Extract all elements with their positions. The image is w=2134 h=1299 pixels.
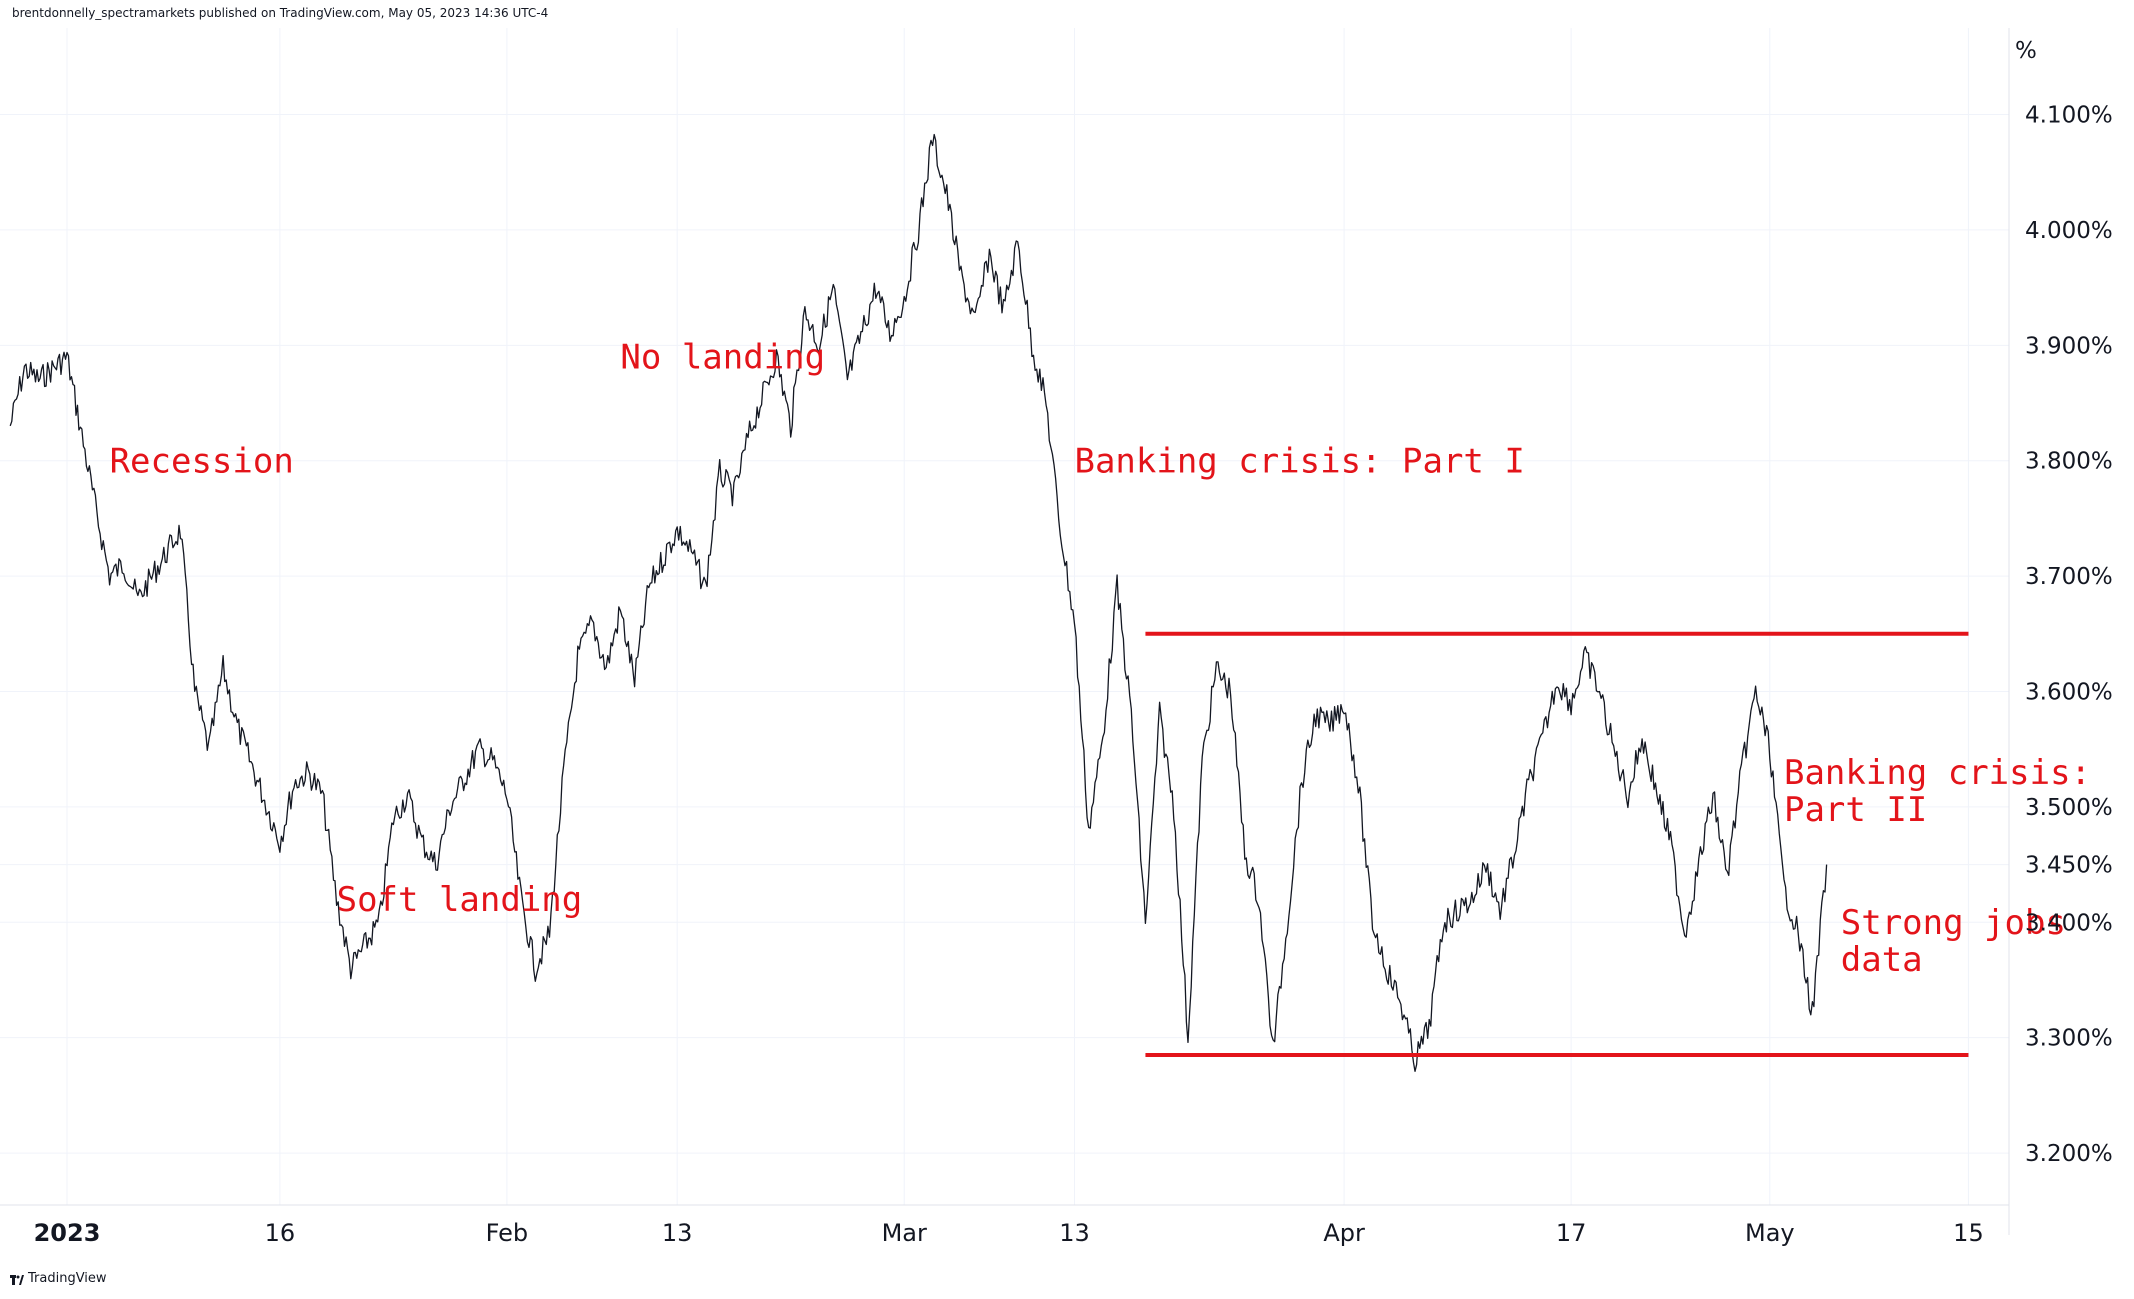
footer-brand[interactable]: TradingView bbox=[10, 1271, 107, 1286]
y-tick-label: 3.600% bbox=[2025, 680, 2113, 706]
x-axis[interactable]: 2023 16 Feb 13 Mar 13 Apr 17 May 15 bbox=[34, 1219, 1984, 1247]
x-tick-label: Mar bbox=[882, 1219, 927, 1247]
y-axis-unit-label: % bbox=[2015, 38, 2037, 64]
x-tick-label: May bbox=[1745, 1219, 1795, 1247]
y-tick-label: 3.800% bbox=[2025, 449, 2113, 475]
range-layer bbox=[1145, 631, 1969, 1057]
x-tick-label: Apr bbox=[1323, 1219, 1365, 1247]
grid bbox=[0, 28, 2009, 1205]
x-tick-label: 2023 bbox=[34, 1219, 101, 1247]
annotation-label: Soft landing bbox=[337, 880, 583, 920]
y-tick-label: 4.000% bbox=[2025, 218, 2113, 244]
footer-brand-text: TradingView bbox=[28, 1271, 107, 1286]
series-layer bbox=[9, 133, 1828, 1072]
y-tick-label: 3.500% bbox=[2025, 795, 2113, 821]
publisher-line: brentdonnelly_spectramarkets published o… bbox=[12, 6, 549, 20]
x-tick-label: 13 bbox=[662, 1219, 693, 1247]
y-tick-label: 3.900% bbox=[2025, 333, 2113, 359]
annotation-label: Strong jobs data bbox=[1841, 903, 2066, 980]
y-tick-label: 3.450% bbox=[2025, 853, 2113, 879]
x-tick-label: 16 bbox=[265, 1219, 296, 1247]
x-tick-label: 15 bbox=[1953, 1219, 1984, 1247]
x-tick-label: Feb bbox=[486, 1219, 529, 1247]
y-tick-label: 4.100% bbox=[2025, 103, 2113, 129]
price-series-line bbox=[9, 133, 1828, 1072]
y-tick-label: 3.400% bbox=[2025, 910, 2113, 936]
annotation-label: Recession bbox=[110, 441, 294, 481]
x-tick-label: 17 bbox=[1556, 1219, 1587, 1247]
x-tick-label: 13 bbox=[1059, 1219, 1090, 1247]
annotation-label: Banking crisis: Part I bbox=[1074, 441, 1524, 481]
tradingview-logo-icon bbox=[10, 1274, 24, 1285]
annotation-label: Banking crisis: Part II bbox=[1784, 753, 2091, 830]
annotation-layer: Recession No landing Soft landing Banking c… bbox=[110, 337, 2091, 979]
y-tick-label: 3.300% bbox=[2025, 1026, 2113, 1052]
y-axis[interactable]: 4.100% 4.000% 3.900% 3.800% 3.700% 3.600% 3.50… bbox=[2025, 103, 2113, 1168]
y-tick-label: 3.700% bbox=[2025, 564, 2113, 590]
y-tick-label: 3.200% bbox=[2025, 1141, 2113, 1167]
annotation-label: No landing bbox=[620, 337, 825, 377]
